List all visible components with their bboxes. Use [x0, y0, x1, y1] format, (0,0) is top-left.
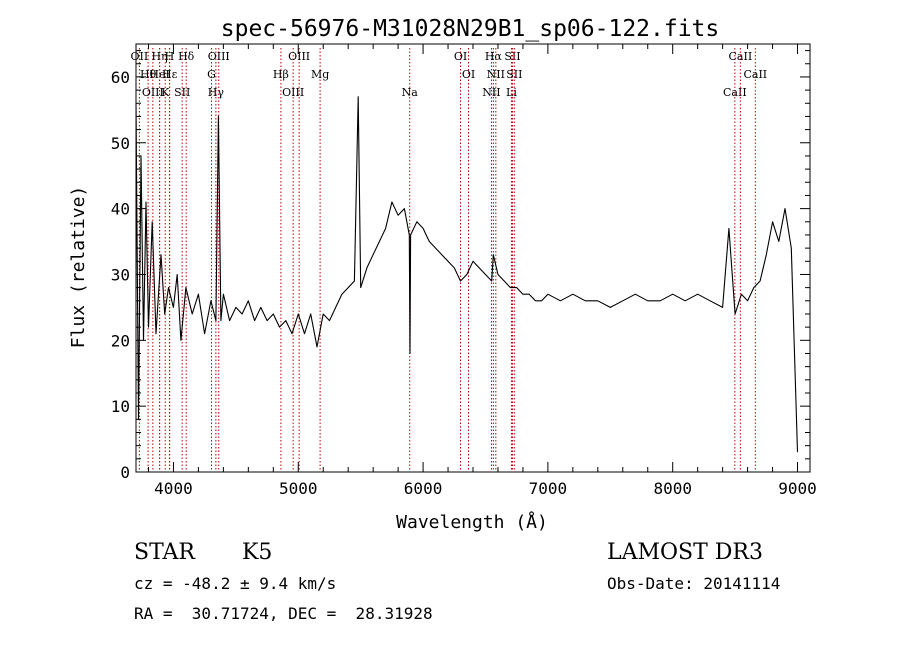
- line-marker-label-9: Hδ: [178, 50, 195, 63]
- line-marker-label-2: OIII: [142, 86, 164, 99]
- line-marker-label-1: Hθ: [140, 68, 157, 81]
- y-tick-label-3: 30: [111, 265, 130, 284]
- y-axis-label: Flux (relative): [68, 186, 89, 349]
- line-marker-label-26: CaII: [723, 86, 747, 99]
- line-marker-label-12: OIII: [208, 50, 230, 63]
- line-marker-label-0: OII: [131, 50, 149, 63]
- chart-title: spec-56976-M31028N29B1_sp06-122.fits: [221, 16, 720, 42]
- spectrum-layer: [135, 96, 799, 453]
- x-tick-label-4: 8000: [653, 479, 692, 498]
- y-tick-label-5: 50: [111, 134, 130, 153]
- y-tick-label-0: 0: [120, 463, 130, 482]
- line-marker-label-19: OI: [462, 68, 475, 81]
- line-marker-label-20: NII: [482, 86, 500, 99]
- line-marker-label-23: Li: [506, 86, 517, 99]
- x-tick-label-5: 9000: [778, 479, 817, 498]
- line-marker-label-27: CaII: [729, 50, 753, 63]
- axis-layer: 4000 5000 6000 7000 8000 9000 0 10 20 30 40 50 60: [111, 43, 817, 498]
- spectrum-series-0: [135, 96, 799, 453]
- line-marker-label-10: G: [207, 68, 216, 81]
- line-marker-label-8: SII: [174, 86, 190, 99]
- line-marker-label-4: HeI: [149, 68, 169, 81]
- x-tick-label-2: 6000: [404, 479, 443, 498]
- line-marker-label-22: NII: [487, 68, 505, 81]
- line-marker-label-18: OI: [454, 50, 467, 63]
- y-tick-label-6: 60: [111, 68, 130, 87]
- line-marker-layer: OIIHθOIIIHηHeIKHHεSIIHδGHγOIIIHβOIIIOIII…: [131, 48, 767, 472]
- line-marker-label-24: SII: [504, 50, 520, 63]
- y-tick-label-4: 40: [111, 200, 130, 219]
- plot-frame: [135, 43, 811, 473]
- line-marker-label-13: Hβ: [273, 68, 289, 81]
- x-tick-label-0: 4000: [154, 479, 193, 498]
- line-marker-label-21: Hα: [485, 50, 503, 63]
- line-marker-label-14: OIII: [282, 86, 304, 99]
- redshift-text: cz = -48.2 ± 9.4 km/s: [134, 574, 337, 593]
- x-tick-label-3: 7000: [529, 479, 568, 498]
- coordinates-text: RA = 30.71724, DEC = 28.31928: [134, 604, 433, 623]
- line-marker-label-28: CaII: [743, 68, 767, 81]
- object-class-label: STAR: [134, 540, 195, 565]
- obs-date-text: Obs-Date: 20141114: [607, 574, 781, 593]
- x-tick-label-1: 5000: [279, 479, 318, 498]
- y-tick-label-2: 20: [111, 331, 130, 350]
- line-marker-label-25: SII: [506, 68, 522, 81]
- survey-label: LAMOST DR3: [607, 540, 763, 565]
- line-marker-label-11: Hγ: [208, 86, 225, 99]
- line-marker-label-7: Hε: [162, 68, 178, 81]
- line-marker-label-16: Mg: [311, 68, 329, 81]
- x-axis-label: Wavelength (Å): [396, 511, 548, 533]
- object-subclass-label: K5: [242, 540, 273, 565]
- line-marker-label-5: K: [161, 86, 170, 99]
- line-marker-label-17: Na: [402, 86, 419, 99]
- y-tick-label-1: 10: [111, 397, 130, 416]
- line-marker-label-15: OIII: [288, 50, 310, 63]
